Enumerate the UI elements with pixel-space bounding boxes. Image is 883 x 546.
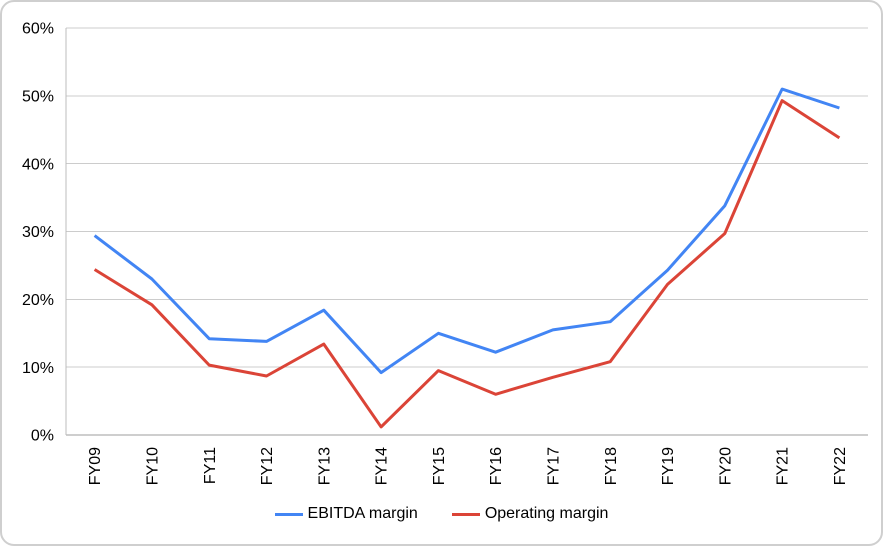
x-axis-tick-label: FY20 (717, 447, 734, 485)
legend-label-ebitda-margin: EBITDA margin (307, 505, 418, 522)
x-axis-tick-label: FY21 (775, 447, 792, 485)
y-axis-tick-label: 0% (31, 428, 54, 445)
legend-line-swatch-blue (274, 512, 303, 516)
x-axis-tick-label: FY09 (87, 447, 104, 485)
y-axis-tick-label: 60% (22, 21, 54, 38)
series-line-operating-margin (93, 99, 841, 429)
x-axis-tick-label: FY15 (431, 447, 448, 485)
x-axis-tick-label: FY22 (832, 447, 849, 485)
legend-label-operating-margin: Operating margin (484, 505, 609, 522)
x-axis-tick-label: FY11 (202, 447, 219, 484)
y-axis-tick-label: 30% (22, 224, 54, 241)
x-axis-tick-label: FY16 (488, 447, 505, 485)
x-axis-tick-label: FY17 (546, 447, 563, 485)
x-axis-tick-label: FY19 (660, 447, 677, 485)
x-axis-tick-label: FY14 (374, 447, 391, 485)
x-axis-tick-label: FY13 (316, 447, 333, 485)
x-axis-tick-label: FY18 (603, 447, 620, 485)
legend-item-operating-margin: Operating margin (451, 505, 609, 523)
legend-line-swatch-red (451, 512, 480, 516)
chart-legend: EBITDA margin Operating margin (2, 505, 881, 523)
x-axis-tick-label: FY12 (259, 447, 276, 485)
x-axis-tick-label: FY10 (145, 447, 162, 485)
y-axis-tick-label: 10% (22, 360, 54, 377)
series-line-ebitda-margin (93, 87, 840, 375)
y-axis-tick-label: 20% (22, 292, 54, 309)
legend-item-ebitda-margin: EBITDA margin (274, 505, 418, 523)
y-axis-tick-label: 40% (22, 156, 54, 173)
y-axis-tick-label: 50% (22, 88, 54, 105)
